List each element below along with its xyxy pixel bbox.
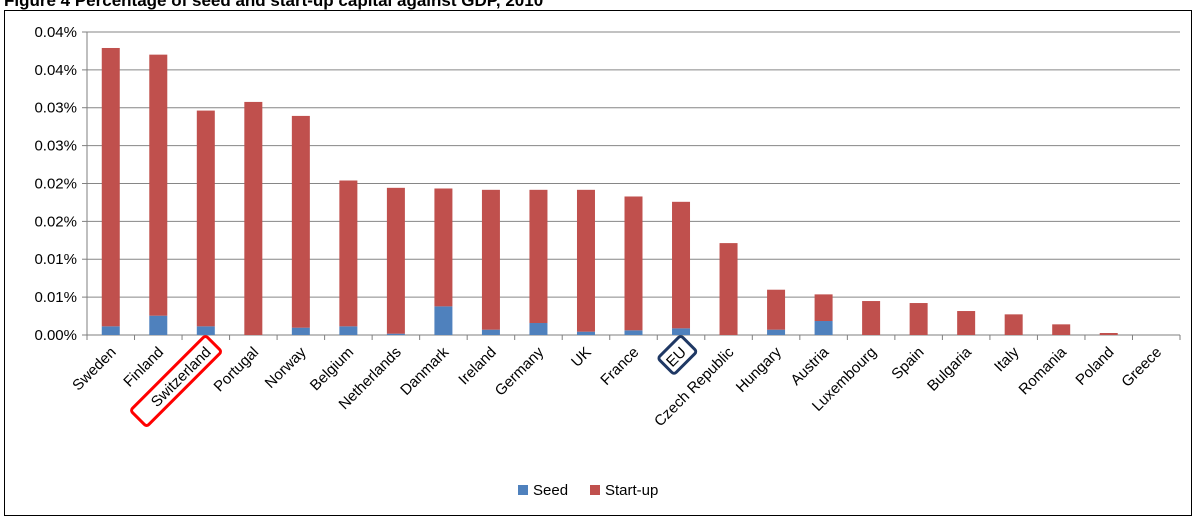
gridlines xyxy=(87,31,1180,336)
y-tick-label: 0.03% xyxy=(34,100,77,117)
highlight-box-eu xyxy=(657,335,698,375)
bar-start-up-switzerland xyxy=(196,110,215,327)
x-tick-label-austria: Austria xyxy=(787,343,832,388)
bar-seed-switzerland xyxy=(196,326,215,335)
bars xyxy=(101,47,1118,335)
bar-start-up-norway xyxy=(291,115,310,328)
bar-start-up-finland xyxy=(149,54,168,316)
bar-seed-norway xyxy=(291,327,310,335)
x-tick-label-romania: Romania xyxy=(1016,343,1071,398)
highlight-box-switzerland xyxy=(130,335,222,427)
chart-svg: 0.00% 0.01% 0.01% 0.02% 0.02% 0.03% 0.03% 0.04%… xyxy=(34,24,1181,499)
x-tick-label-danmark: Danmark xyxy=(397,343,452,398)
bar-seed-sweden xyxy=(101,326,120,335)
bar-start-up-bulgaria xyxy=(957,311,976,335)
x-tick-label-france: France xyxy=(597,344,642,389)
x-tick-label-spain: Spain xyxy=(888,344,927,383)
legend: Seed Start-up xyxy=(518,482,658,499)
legend-label-seed: Seed xyxy=(533,482,568,499)
bar-start-up-ireland xyxy=(481,189,500,330)
y-axis: 0.00% 0.01% 0.01% 0.02% 0.02% 0.03% 0.03% 0.04%… xyxy=(34,24,88,344)
bar-seed-eu xyxy=(672,328,691,335)
x-tick-label-poland: Poland xyxy=(1072,344,1117,389)
x-tick-label-portugal: Portugal xyxy=(211,344,263,396)
bar-start-up-belgium xyxy=(339,180,358,327)
bar-start-up-uk xyxy=(576,189,595,332)
bar-start-up-italy xyxy=(1004,314,1023,335)
x-tick-label-hungary: Hungary xyxy=(733,343,785,395)
bar-start-up-sweden xyxy=(101,47,120,327)
x-tick-label-bulgaria: Bulgaria xyxy=(924,343,975,394)
bar-seed-hungary xyxy=(767,329,786,335)
legend-swatch-seed xyxy=(518,485,528,495)
x-tick-label-norway: Norway xyxy=(262,343,310,391)
x-tick-label-italy: Italy xyxy=(991,343,1023,375)
bar-start-up-poland xyxy=(1099,333,1118,335)
bar-start-up-hungary xyxy=(767,289,786,330)
bar-seed-france xyxy=(624,330,643,335)
x-tick-label-ireland: Ireland xyxy=(455,344,499,388)
bar-seed-ireland xyxy=(481,329,500,335)
bar-start-up-czech-republic xyxy=(719,243,738,335)
y-tick-label: 0.02% xyxy=(34,176,77,193)
x-tick-label-greece: Greece xyxy=(1118,344,1165,391)
x-tick-label-germany: Germany xyxy=(492,343,548,399)
y-tick-label: 0.00% xyxy=(34,327,77,344)
x-tick-label-uk: UK xyxy=(568,344,595,371)
bar-start-up-spain xyxy=(909,303,928,335)
y-tick-label: 0.04% xyxy=(34,24,77,41)
bar-start-up-luxembourg xyxy=(862,301,881,335)
bar-seed-uk xyxy=(576,331,595,335)
bar-start-up-france xyxy=(624,196,643,331)
y-tick-label: 0.02% xyxy=(34,213,77,230)
chart-frame: 0.00% 0.01% 0.01% 0.02% 0.02% 0.03% 0.03% 0.04%… xyxy=(4,10,1192,516)
title-strip: Figure 4 Percentage of seed and start-up… xyxy=(0,0,1194,10)
bar-seed-austria xyxy=(814,321,833,335)
y-tick-label: 0.01% xyxy=(34,289,77,306)
highlight-boxes xyxy=(130,335,698,427)
legend-label-start-up: Start-up xyxy=(605,482,658,499)
y-tick-label: 0.03% xyxy=(34,138,77,155)
bar-start-up-netherlands xyxy=(386,187,405,334)
bar-start-up-austria xyxy=(814,294,833,322)
bar-seed-danmark xyxy=(434,306,453,335)
bar-start-up-romania xyxy=(1052,324,1071,335)
bar-start-up-germany xyxy=(529,189,548,324)
legend-swatch-start-up xyxy=(590,485,600,495)
bar-seed-finland xyxy=(149,315,168,335)
bar-start-up-danmark xyxy=(434,188,453,307)
bar-seed-netherlands xyxy=(386,333,405,335)
bar-seed-germany xyxy=(529,323,548,335)
bar-start-up-portugal xyxy=(244,101,263,335)
x-tick-label-finland: Finland xyxy=(120,344,167,391)
bar-seed-belgium xyxy=(339,326,358,335)
y-tick-label: 0.04% xyxy=(34,62,77,79)
x-tick-label-sweden: Sweden xyxy=(69,344,119,394)
figure-title: Figure 4 Percentage of seed and start-up… xyxy=(4,0,544,10)
bar-start-up-eu xyxy=(672,201,691,329)
y-tick-label: 0.01% xyxy=(34,251,77,268)
